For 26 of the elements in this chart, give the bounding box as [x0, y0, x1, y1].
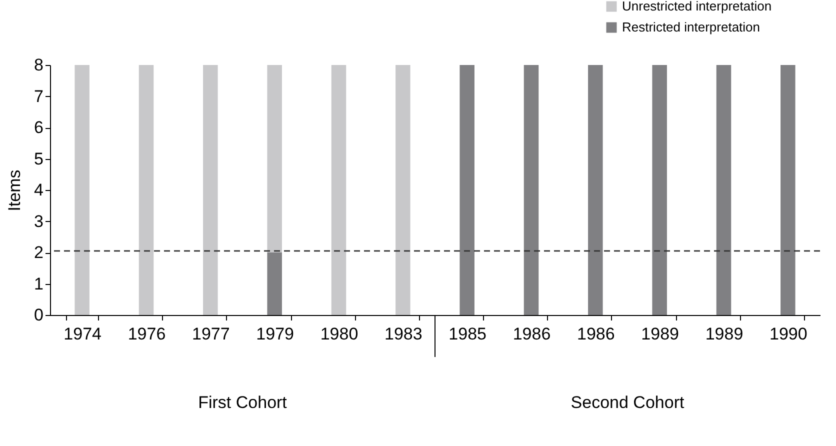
text: Second Cohort [570, 393, 684, 412]
x-tick-label: 1989 [641, 324, 679, 344]
y-tick-label: 4 [34, 180, 44, 200]
y-tick-label: 2 [34, 243, 44, 262]
text: First Cohort [198, 393, 288, 412]
y-tick-label: 6 [34, 118, 44, 137]
x-tick-label: 1980 [320, 324, 358, 344]
y-tick-label: 8 [34, 56, 44, 74]
x-tick-label: 1989 [705, 324, 744, 344]
legend-label: Restricted interpretation [622, 20, 760, 34]
x-tick-label: 1974 [64, 324, 102, 344]
x-tick-label: 1990 [770, 324, 808, 344]
x-tick-label: 1976 [128, 324, 166, 344]
x-tick-label: 1986 [577, 324, 615, 344]
x-tick-label: 1977 [192, 324, 230, 344]
y-tick-label: 5 [34, 149, 44, 168]
y-axis-title: Items [5, 170, 24, 212]
y-tick-label: 7 [34, 86, 44, 106]
x-tick-label: 1983 [384, 324, 422, 344]
y-tick-label: 3 [34, 212, 44, 231]
legend-label: Unrestricted interpretation [622, 0, 772, 14]
x-tick-label: 1986 [512, 324, 551, 344]
y-tick-label: 1 [34, 274, 44, 294]
x-tick-label: 1985 [448, 324, 486, 344]
y-tick-label: 0 [34, 306, 44, 324]
x-tick-label: 1979 [256, 324, 294, 344]
